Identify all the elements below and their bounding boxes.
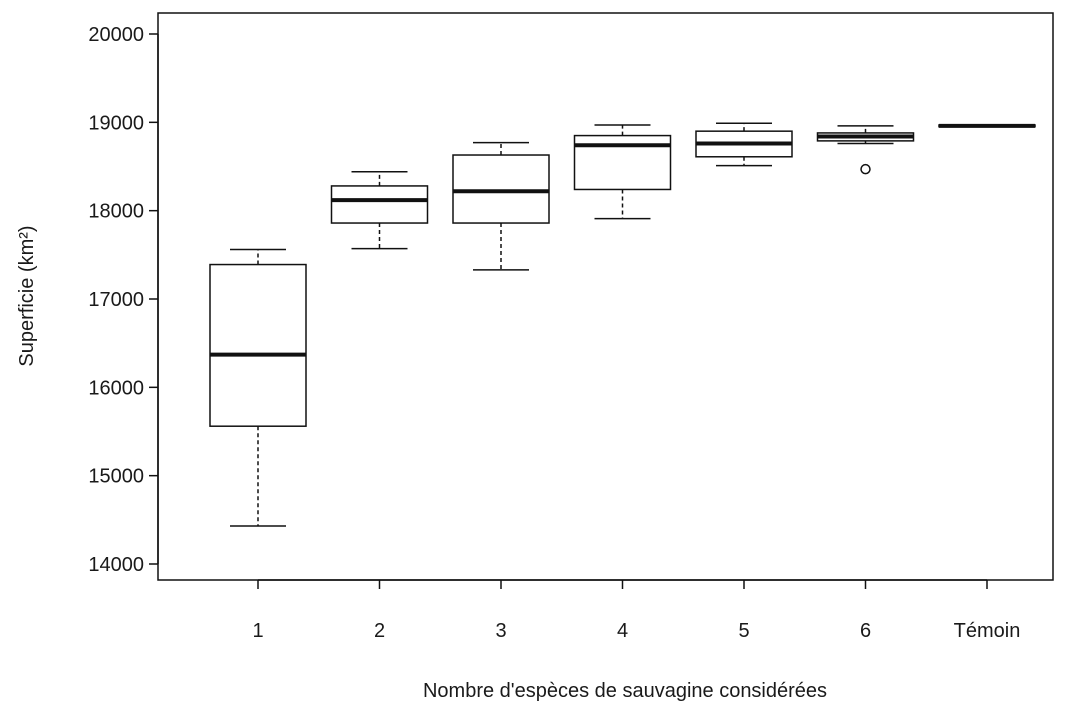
box-rect [209, 263, 307, 427]
box-2 [330, 171, 429, 250]
outlier-point [860, 163, 871, 175]
y-tick-label: 16000 [88, 377, 144, 399]
y-axis-title: Superficie (km²) [16, 225, 38, 366]
y-tick-label: 17000 [88, 289, 144, 311]
y-axis: 14000 15000 16000 17000 18000 19000 20000 [88, 24, 159, 576]
boxes-layer [209, 122, 1036, 527]
box-rect [452, 154, 550, 224]
box-7 [938, 123, 1036, 128]
x-tick-label: 5 [738, 620, 749, 642]
x-tick-label: 1 [252, 620, 263, 642]
y-tick-label: 14000 [88, 554, 144, 576]
box-5 [695, 122, 793, 167]
x-axis-title: Nombre d'espèces de sauvagine considérée… [423, 680, 827, 702]
x-tick-label: 6 [860, 620, 871, 642]
x-tick-label: 2 [374, 620, 385, 642]
box-3 [452, 141, 550, 271]
y-tick-label: 15000 [88, 466, 144, 488]
box-1 [209, 248, 307, 527]
box-rect [330, 185, 429, 224]
box-4 [573, 124, 672, 220]
y-tick-label: 20000 [88, 24, 144, 46]
x-axis: 1 2 3 4 5 6 Témoin [252, 579, 1021, 642]
x-tick-label: 4 [617, 620, 628, 642]
x-tick-label: 3 [495, 620, 506, 642]
y-tick-label: 19000 [88, 112, 144, 134]
box-6 [816, 125, 915, 175]
y-tick-label: 18000 [88, 201, 144, 223]
x-tick-label: Témoin [954, 620, 1021, 642]
